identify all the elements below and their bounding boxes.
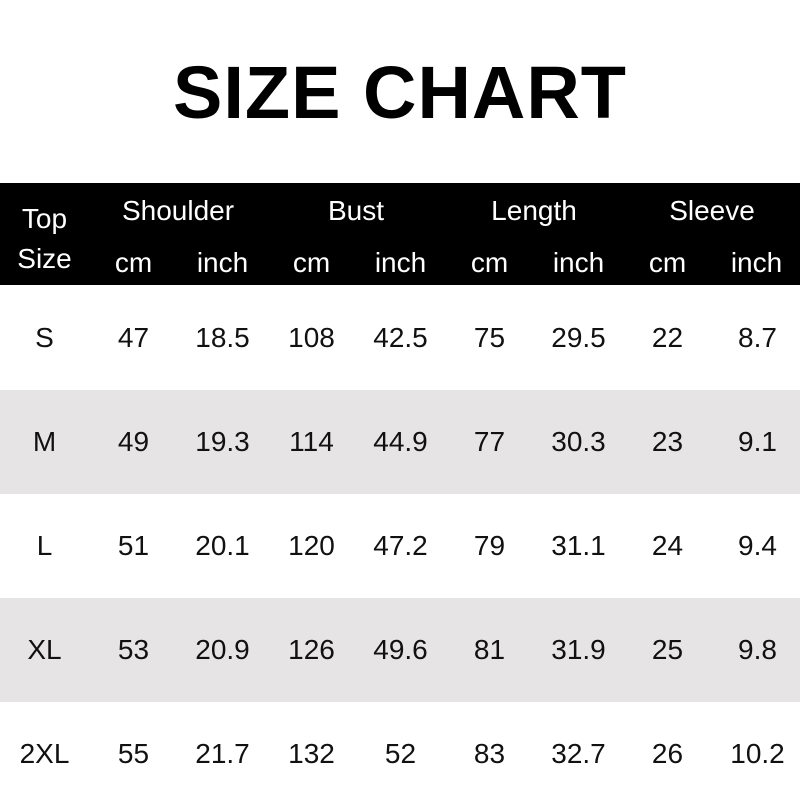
- value-cell: 20.1: [195, 530, 250, 561]
- value-cell: 53: [117, 634, 150, 665]
- group-header-sleeve: Sleeve: [669, 195, 755, 226]
- unit-header: cm: [114, 247, 153, 278]
- value-cell: 10.2: [730, 738, 785, 769]
- value-cell: 22: [651, 322, 684, 353]
- value-cell: 49: [117, 426, 150, 457]
- value-cell: 9.4: [738, 530, 777, 561]
- size-header-line2: Size: [17, 243, 72, 274]
- size-column-header: Top Size: [0, 199, 89, 279]
- group-header-shoulder: Shoulder: [121, 195, 235, 226]
- size-header-line1: Top: [21, 203, 68, 234]
- value-cell: 52: [384, 738, 417, 769]
- value-cell: 18.5: [195, 322, 250, 353]
- page-title: SIZE CHART: [173, 51, 627, 134]
- value-cell: 42.5: [373, 322, 428, 353]
- value-cell: 21.7: [195, 738, 250, 769]
- value-cell: 114: [289, 426, 334, 457]
- unit-header: inch: [196, 247, 249, 278]
- value-cell: 108: [288, 322, 335, 353]
- value-cell: 32.7: [551, 738, 606, 769]
- unit-header: cm: [292, 247, 331, 278]
- value-cell: 51: [117, 530, 150, 561]
- unit-header: inch: [374, 247, 427, 278]
- table-row: 2XL 55 21.7 132 52 83 32.7 26 10.2: [0, 702, 800, 806]
- unit-header: cm: [470, 247, 509, 278]
- value-cell: 75: [473, 322, 506, 353]
- value-cell: 77: [473, 426, 506, 457]
- size-cell: S: [35, 322, 54, 353]
- table-row: L 51 20.1 120 47.2 79 31.1 24 9.4: [0, 494, 800, 598]
- value-cell: 31.1: [551, 530, 606, 561]
- value-cell: 79: [473, 530, 506, 561]
- size-cell: M: [32, 426, 57, 457]
- size-cell: 2XL: [19, 738, 70, 769]
- group-header-length: Length: [491, 195, 577, 226]
- value-cell: 31.9: [551, 634, 606, 665]
- value-cell: 25: [651, 634, 684, 665]
- value-cell: 55: [117, 738, 150, 769]
- value-cell: 30.3: [551, 426, 606, 457]
- value-cell: 9.1: [738, 426, 777, 457]
- value-cell: 19.3: [195, 426, 250, 457]
- value-cell: 20.9: [195, 634, 250, 665]
- unit-header: inch: [552, 247, 605, 278]
- value-cell: 47: [117, 322, 150, 353]
- value-cell: 120: [288, 530, 335, 561]
- value-cell: 83: [473, 738, 506, 769]
- table-row: XL 53 20.9 126 49.6 81 31.9 25 9.8: [0, 598, 800, 702]
- value-cell: 23: [651, 426, 684, 457]
- value-cell: 132: [288, 738, 335, 769]
- value-cell: 44.9: [373, 426, 428, 457]
- value-cell: 8.7: [738, 322, 777, 353]
- value-cell: 47.2: [373, 530, 428, 561]
- value-cell: 29.5: [551, 322, 606, 353]
- value-cell: 126: [288, 634, 335, 665]
- value-cell: 49.6: [373, 634, 428, 665]
- value-cell: 81: [473, 634, 506, 665]
- value-cell: 9.8: [738, 634, 777, 665]
- value-cell: 24: [651, 530, 684, 561]
- table-header: Top Size Shoulder Bust Length Sleeve cm inch c…: [0, 183, 800, 285]
- unit-header: cm: [648, 247, 687, 278]
- table-row: M 49 19.3 114 44.9 77 30.3 23 9.1: [0, 390, 800, 494]
- table-row: S 47 18.5 108 42.5 75 29.5 22 8.7: [0, 286, 800, 390]
- size-cell: L: [36, 530, 53, 561]
- unit-header: inch: [730, 247, 783, 278]
- group-header-bust: Bust: [327, 195, 385, 226]
- value-cell: 26: [651, 738, 684, 769]
- size-cell: XL: [27, 634, 62, 665]
